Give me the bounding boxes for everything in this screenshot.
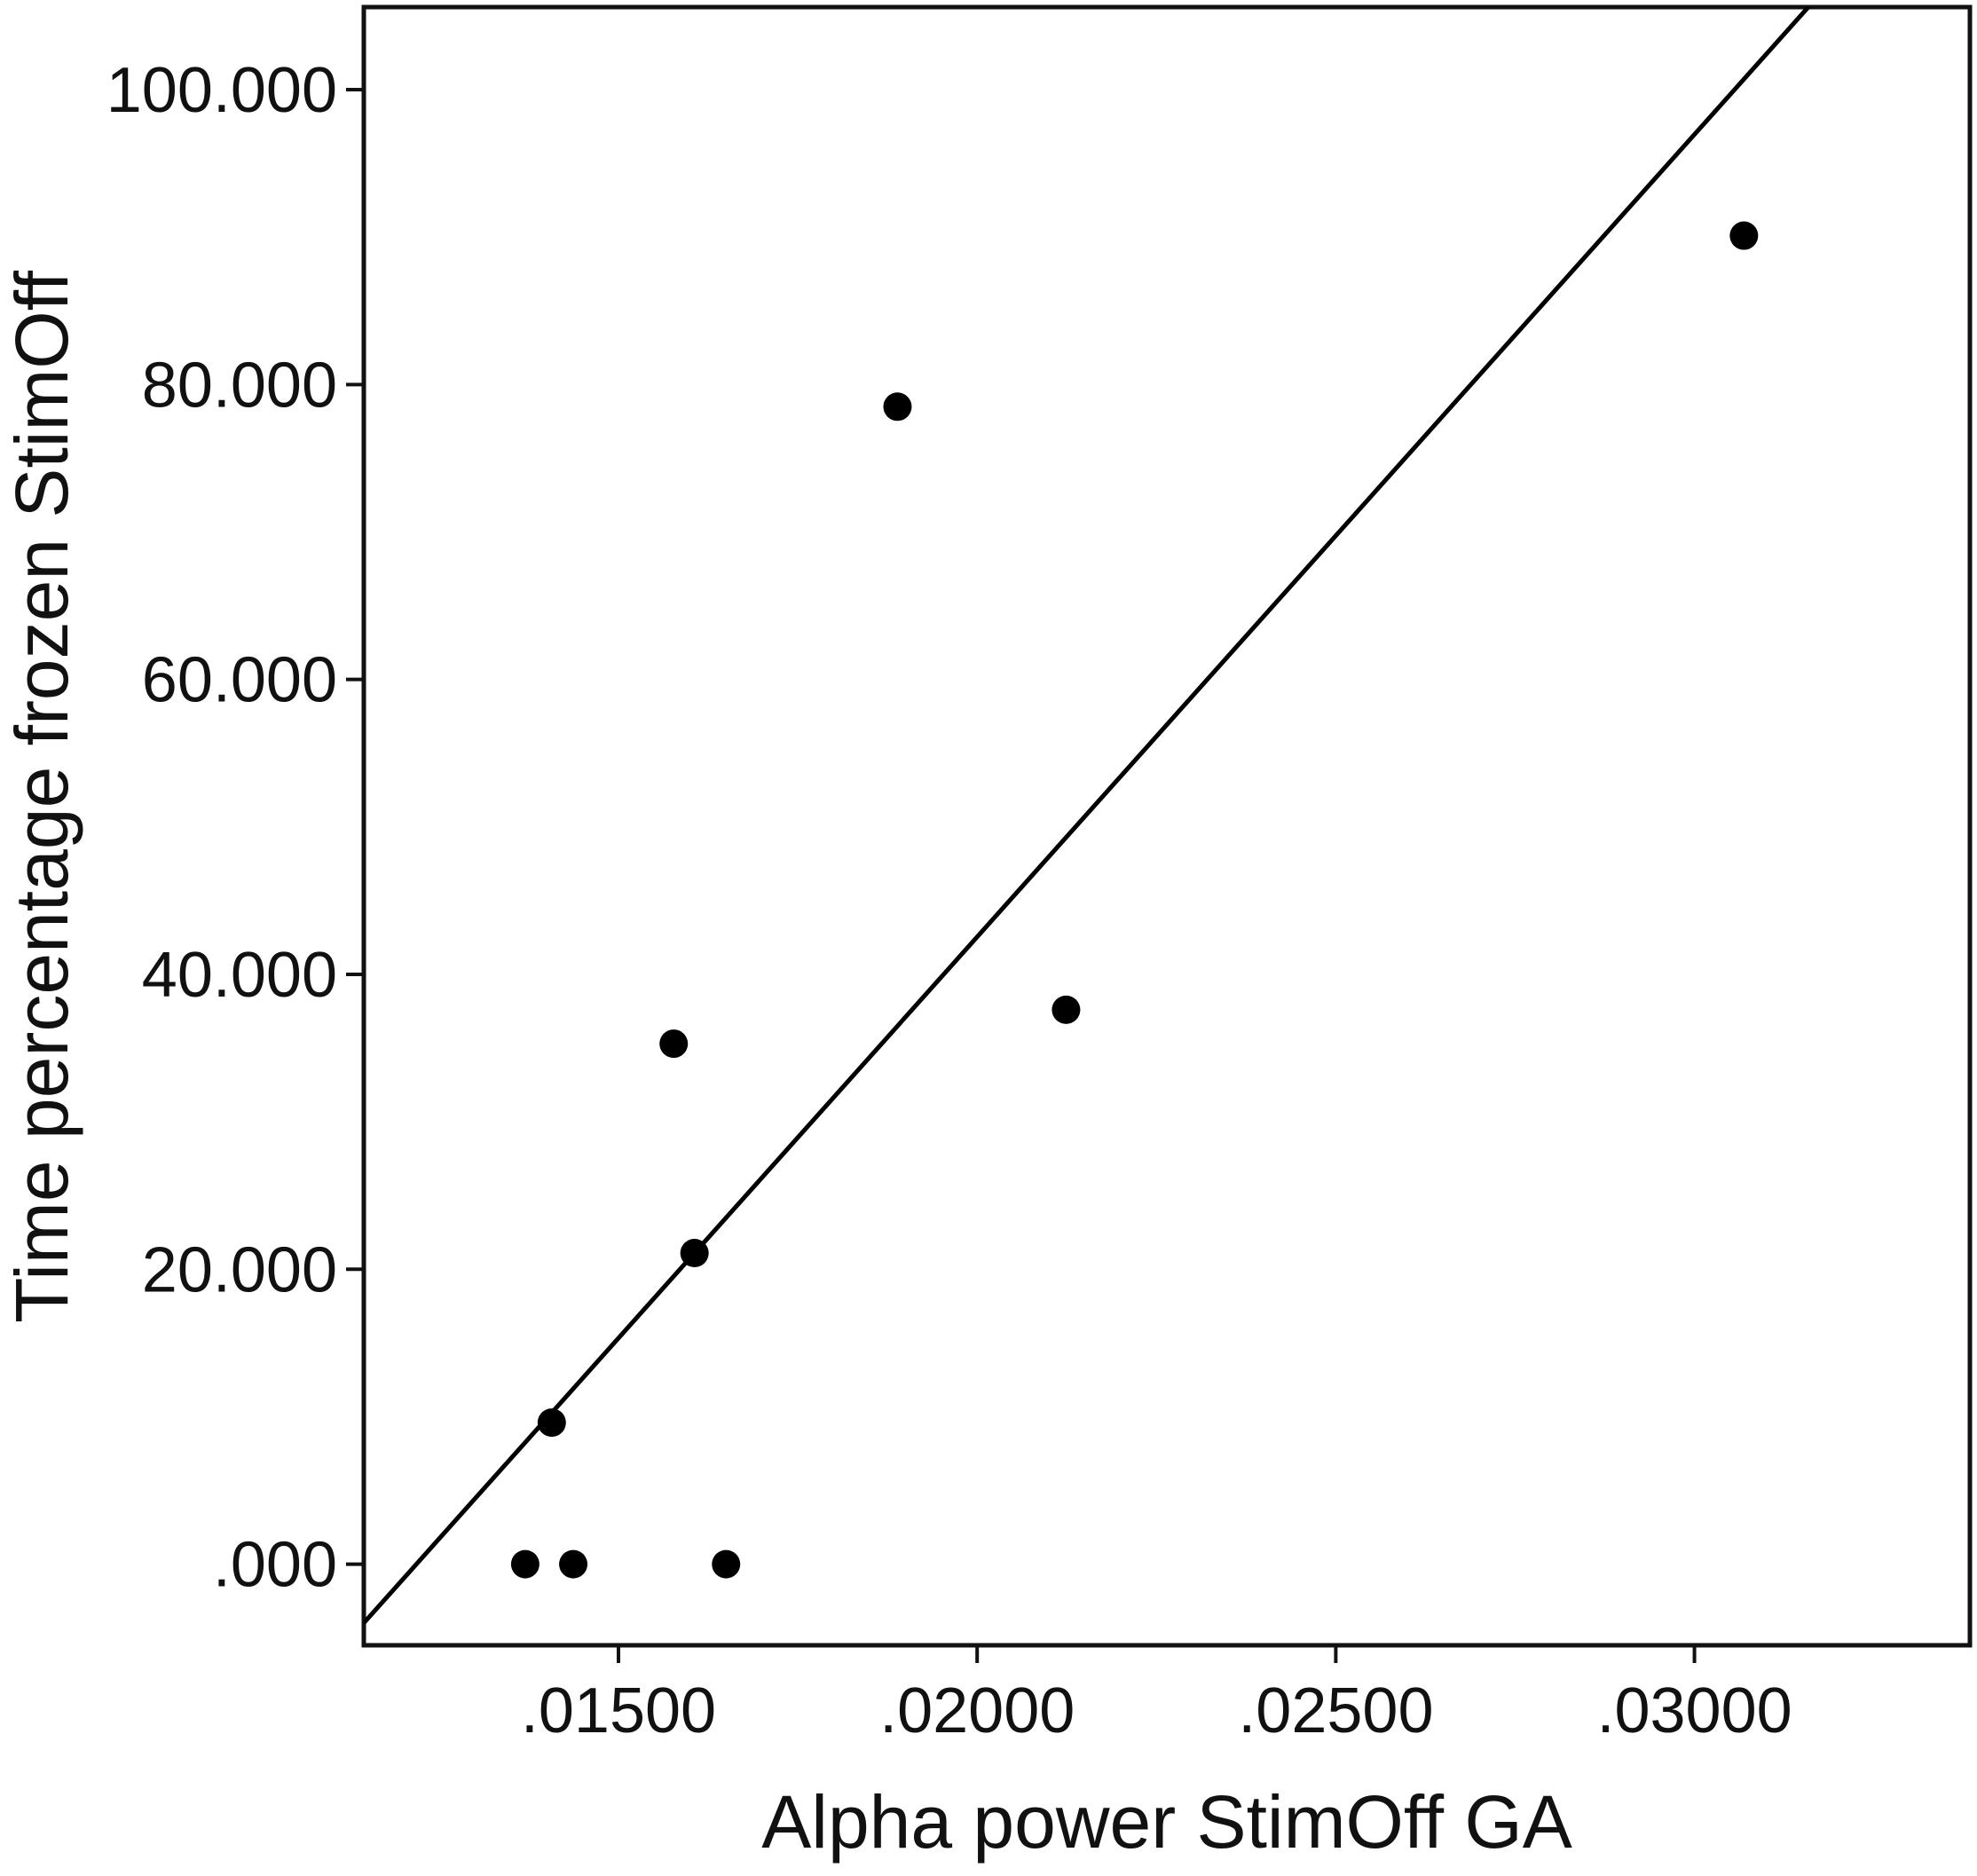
y-tick-label: .000 xyxy=(213,1530,337,1601)
y-tick-label: 60.000 xyxy=(142,645,337,716)
data-point xyxy=(510,1549,540,1579)
x-tick-label: .03000 xyxy=(1596,1675,1792,1746)
data-point xyxy=(659,1029,689,1059)
x-tick-label: .02500 xyxy=(1238,1675,1433,1746)
y-tick-label: 20.000 xyxy=(142,1234,337,1305)
data-point xyxy=(1729,221,1759,250)
data-point xyxy=(883,392,912,422)
plot-frame xyxy=(361,4,1973,1648)
y-tick-label: 80.000 xyxy=(142,350,337,421)
data-point xyxy=(559,1549,588,1579)
x-axis-ticks: .01500 .02000 .02500 .03000 xyxy=(521,1645,1792,1746)
regression-line xyxy=(364,7,1812,1625)
data-point xyxy=(680,1239,709,1268)
y-axis-title: Time percentage frozen StimOff xyxy=(0,270,83,1323)
y-tick-label: 40.000 xyxy=(142,940,337,1011)
data-point xyxy=(1052,995,1081,1024)
data-point xyxy=(712,1549,741,1579)
data-points xyxy=(510,221,1759,1579)
x-tick-label: .02000 xyxy=(879,1675,1075,1746)
y-tick-label: 100.000 xyxy=(106,55,337,126)
data-point xyxy=(537,1408,566,1438)
x-axis-title: Alpha power StimOff GA xyxy=(761,1780,1572,1864)
y-axis-ticks: .000 20.000 40.000 60.000 80.000 100.000 xyxy=(106,55,364,1601)
x-tick-label: .01500 xyxy=(521,1675,716,1746)
